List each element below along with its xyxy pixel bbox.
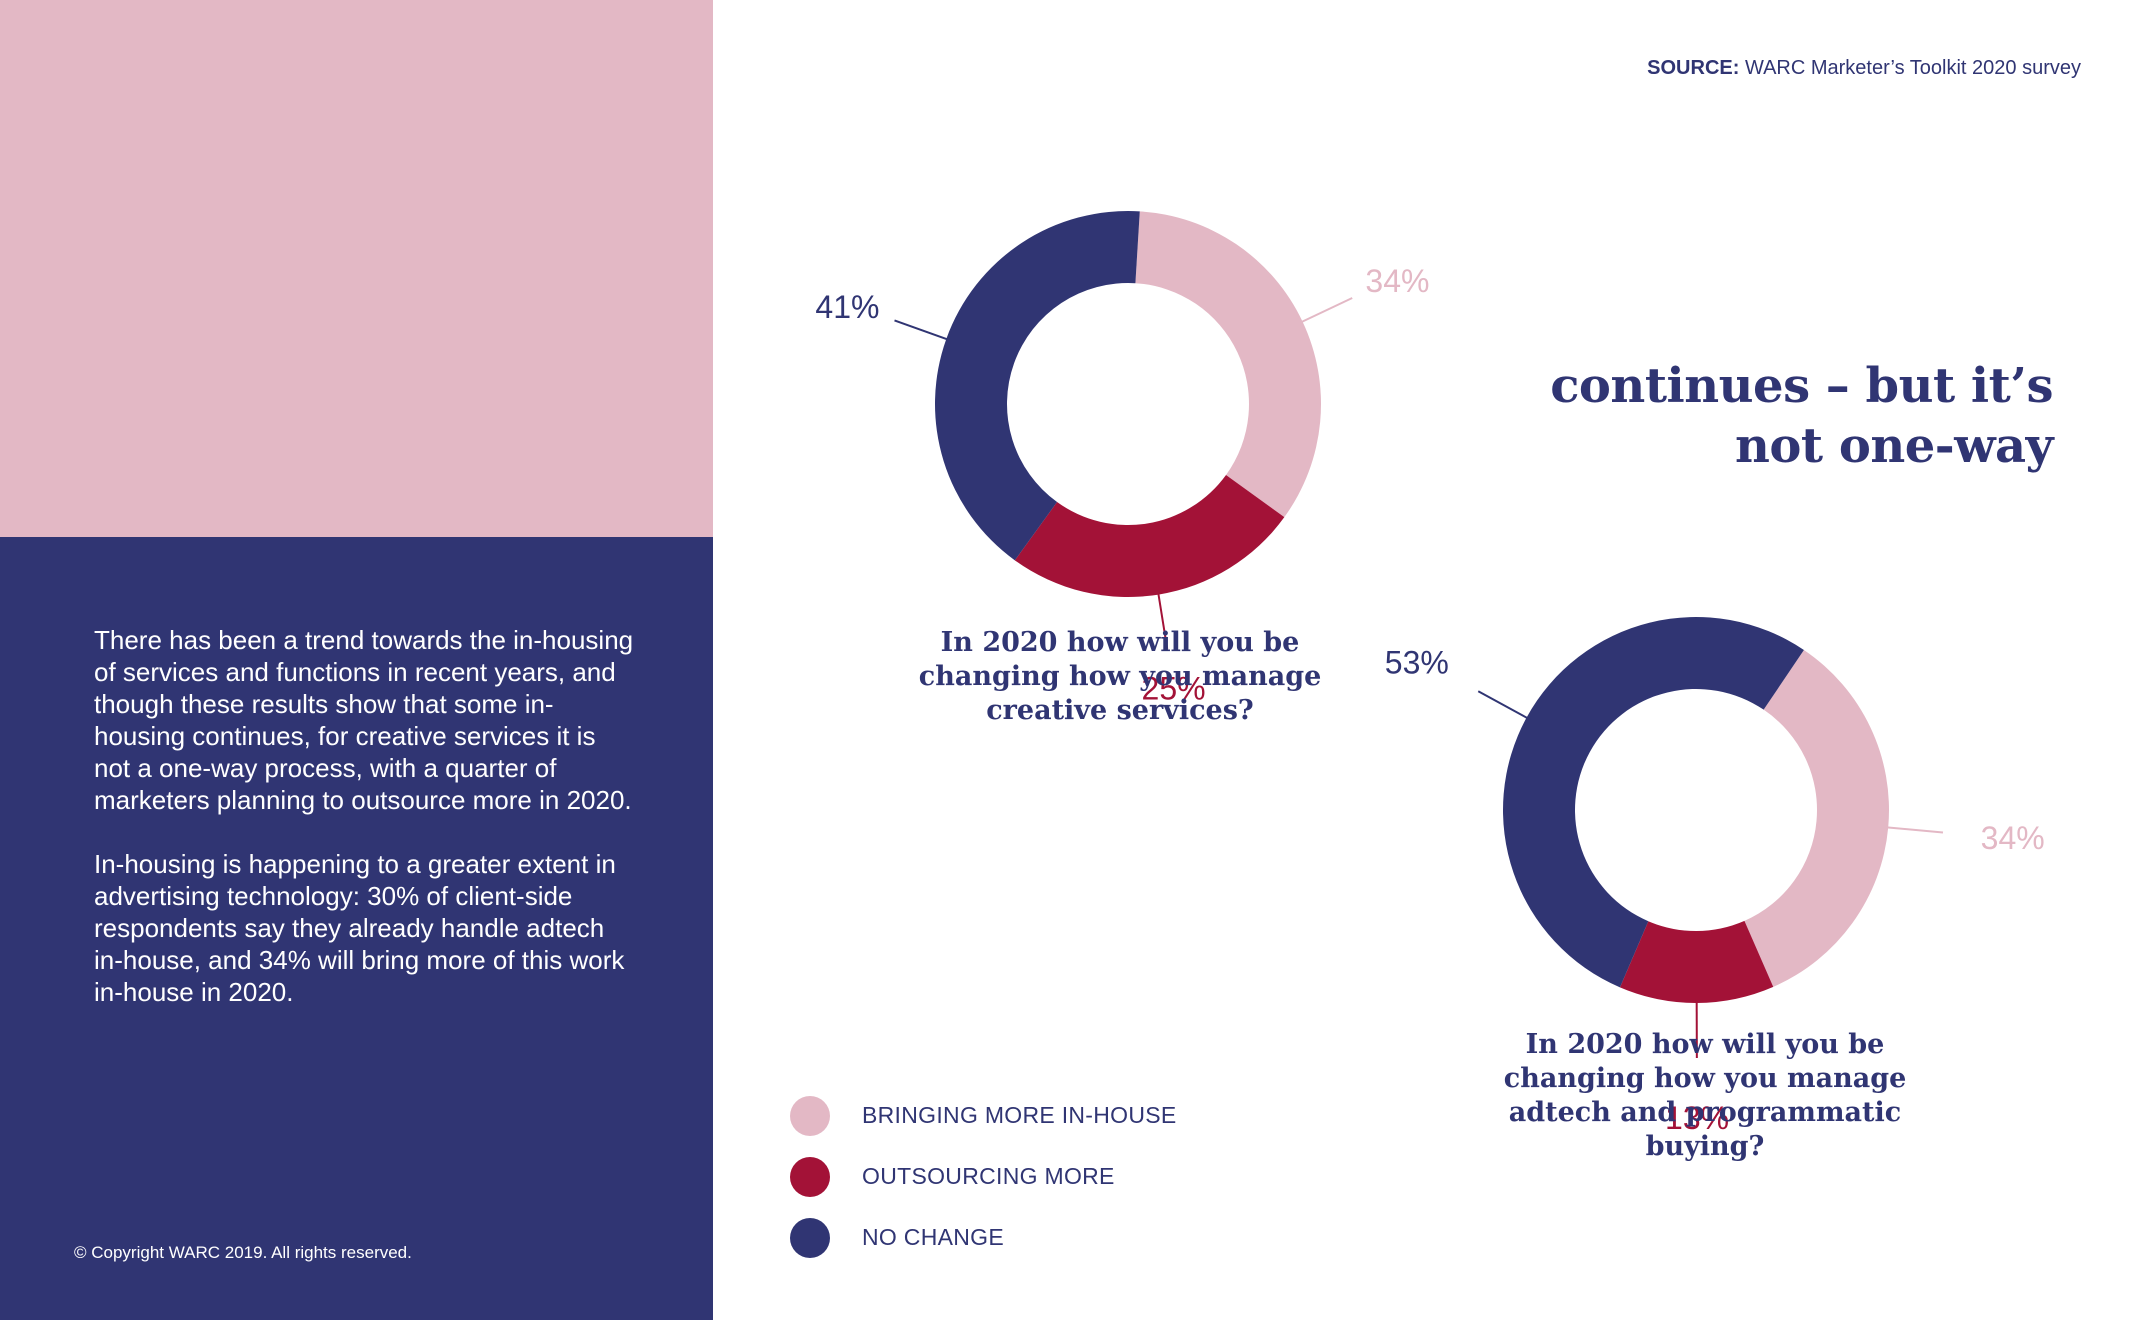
chart-2-label-outsourcing: 13% — [1665, 1100, 1729, 1136]
legend-item-no-change: NO CHANGE — [790, 1207, 1177, 1268]
chart-1-leader-outsourcing — [1156, 590, 1169, 650]
chart-2-title: In 2020 how will you be changing how you… — [1503, 1029, 1907, 1162]
chart-1-title: In 2020 how will you be changing how you… — [918, 627, 1322, 726]
legend: BRINGING MORE IN-HOUSE OUTSOURCING MORE … — [790, 1085, 1177, 1268]
source-note: SOURCE: WARC Marketer’s Toolkit 2020 sur… — [1647, 57, 2081, 80]
source-label: SOURCE: — [1647, 57, 1740, 79]
legend-swatch-no-change — [790, 1217, 830, 1258]
chart-2-slice-no-change — [1503, 616, 1804, 988]
chart-1-slice-no-change — [935, 211, 1140, 561]
chart-2-slice-outsourcing — [1619, 920, 1774, 1003]
legend-item-outsourcing: OUTSOURCING MORE — [790, 1146, 1177, 1207]
chart-2-label-in-house: 34% — [1981, 820, 2045, 856]
legend-label-no-change: NO CHANGE — [862, 1224, 1004, 1250]
copyright-notice: © Copyright WARC 2019. All rights reserv… — [74, 1243, 412, 1262]
chart-2-leader-no-change — [1477, 690, 1531, 721]
title-line-2: continues – but it’s — [1550, 358, 2053, 414]
title-line-1: In-housing — [1765, 298, 2053, 354]
chart-1-label-outsourcing: 25% — [1142, 670, 1206, 706]
legend-item-in-house: BRINGING MORE IN-HOUSE — [790, 1085, 1177, 1146]
body-text: There has been a trend towards the in-ho… — [94, 624, 634, 1040]
legend-label-outsourcing: OUTSOURCING MORE — [862, 1163, 1115, 1189]
description-panel — [0, 537, 713, 1320]
chart-1-label-no-change: 41% — [815, 289, 879, 325]
chart-1-leader-no-change — [894, 319, 951, 342]
title-line-3: not one-way — [1735, 418, 2053, 474]
page-title: In-housing continues – but it’s not one-… — [1420, 296, 2133, 476]
legend-label-in-house: BRINGING MORE IN-HOUSE — [862, 1102, 1177, 1128]
legend-swatch-outsourcing — [790, 1156, 830, 1197]
source-text: WARC Marketer’s Toolkit 2020 survey — [1739, 57, 2081, 79]
chart-1-label-in-house: 34% — [1365, 263, 1429, 299]
title-panel — [0, 0, 713, 537]
chart-2-slice-in-house — [1744, 649, 1889, 987]
chart-2-leader-in-house — [1884, 826, 1944, 834]
chart-1-slice-in-house — [1135, 211, 1321, 518]
legend-swatch-in-house — [790, 1095, 830, 1136]
body-paragraph-2: In-housing is happening to a greater ext… — [94, 849, 625, 1007]
chart-2-label-no-change: 53% — [1385, 645, 1449, 681]
body-paragraph-1: There has been a trend towards the in-ho… — [94, 625, 634, 815]
chart-1-slice-outsourcing — [1014, 474, 1285, 597]
chart-1-leader-in-house — [1298, 297, 1353, 325]
